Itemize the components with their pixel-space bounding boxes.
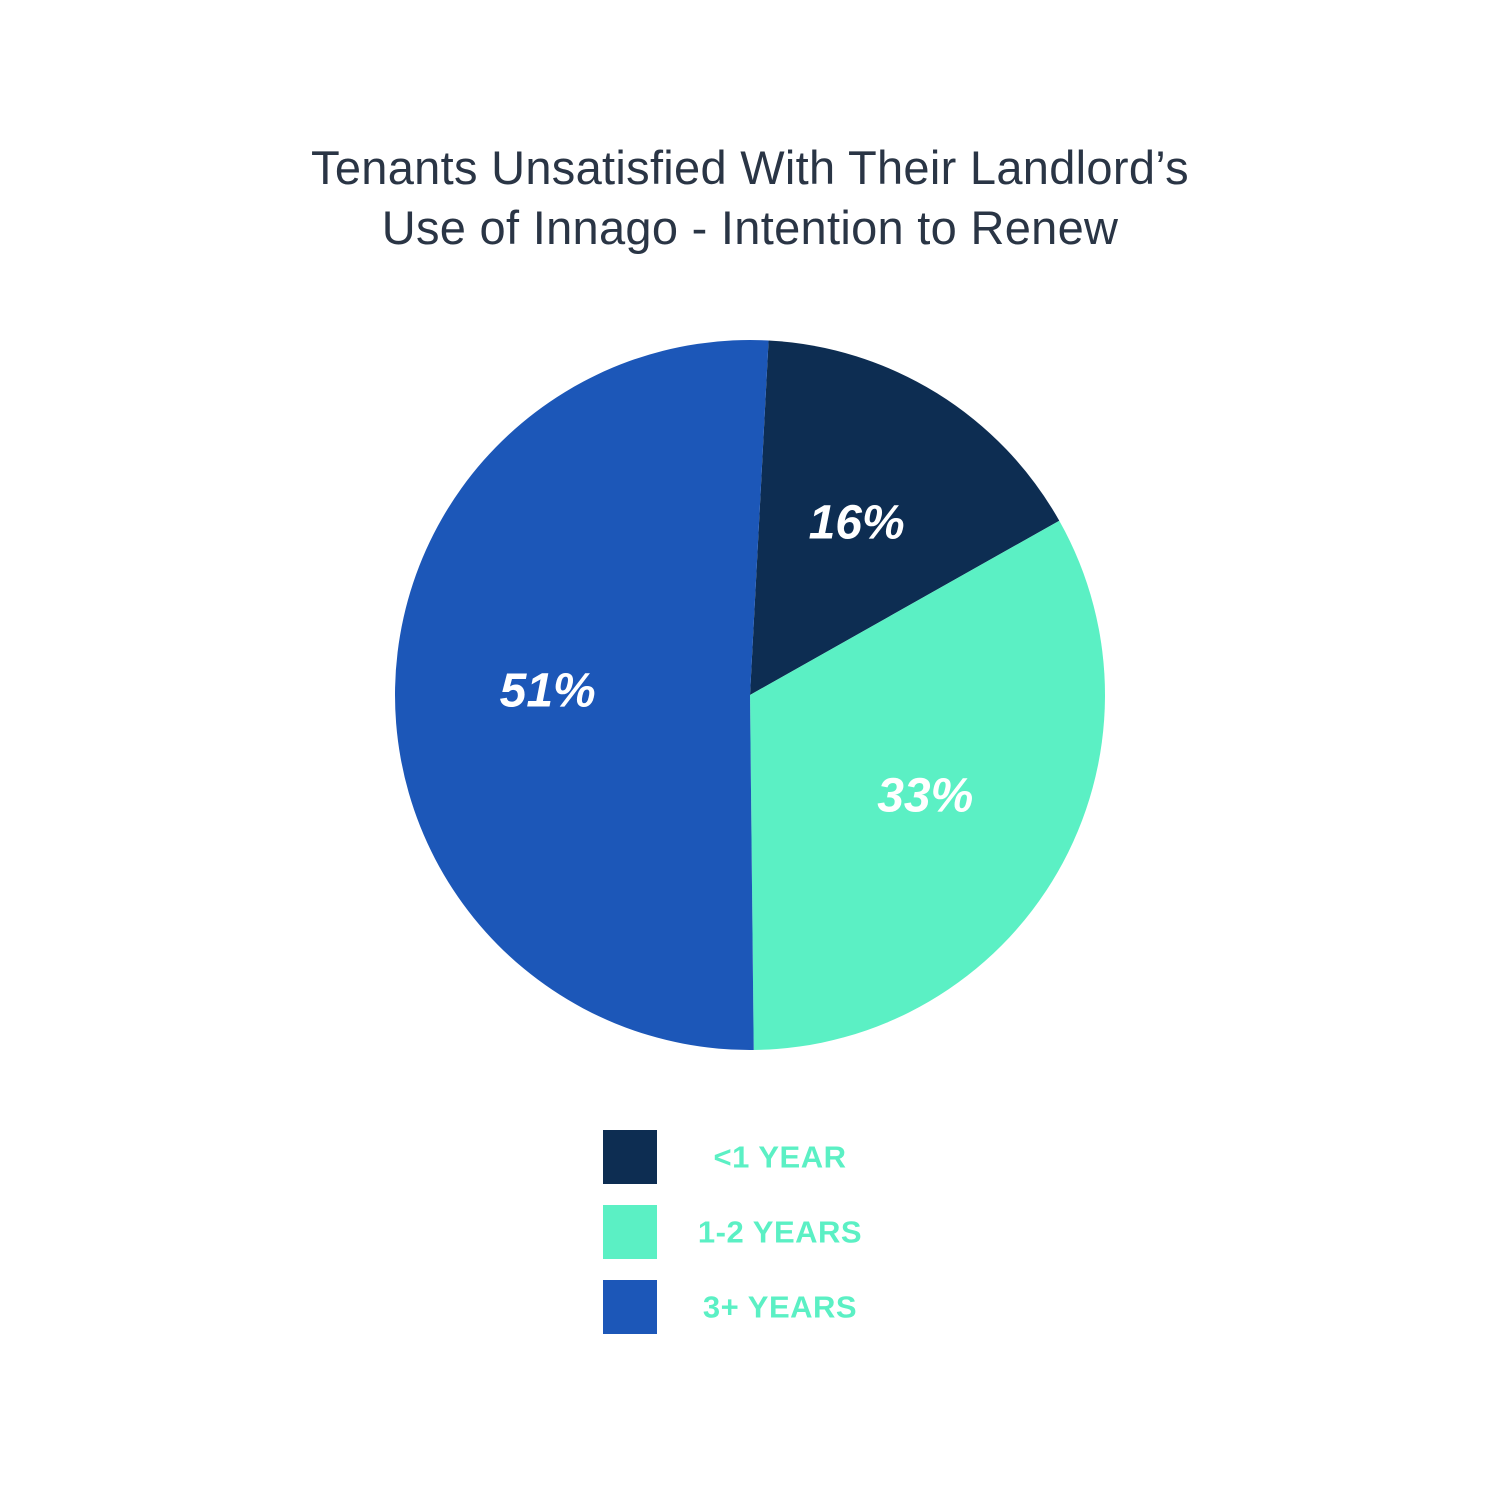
chart-title-line-2: Use of Innago - Intention to Renew — [381, 201, 1119, 254]
slice-value-label-2: 33% — [877, 770, 973, 823]
chart-title: Tenants Unsatisfied With Their Landlord’… — [0, 138, 1500, 258]
slice-value-label-3: 51% — [500, 664, 596, 717]
pie-slice-3 — [395, 340, 769, 1051]
pie-slice-1 — [750, 340, 1060, 695]
legend-swatch-1 — [603, 1130, 657, 1184]
chart-title-line-1: Tenants Unsatisfied With Their Landlord’… — [311, 141, 1189, 194]
slice-labels: 16% 33% 51% — [500, 497, 974, 823]
legend-swatch-2 — [603, 1205, 657, 1259]
legend: <1 YEAR 1-2 YEARS 3+ YEARS — [603, 1130, 862, 1334]
legend-label-3: 3+ YEARS — [703, 1290, 857, 1325]
pie-slice-2 — [750, 520, 1105, 1050]
pie-slices — [395, 340, 1105, 1051]
slice-value-label-1: 16% — [809, 497, 905, 550]
legend-swatch-3 — [603, 1280, 657, 1334]
legend-label-1: <1 YEAR — [713, 1140, 846, 1175]
legend-label-2: 1-2 YEARS — [698, 1215, 862, 1250]
